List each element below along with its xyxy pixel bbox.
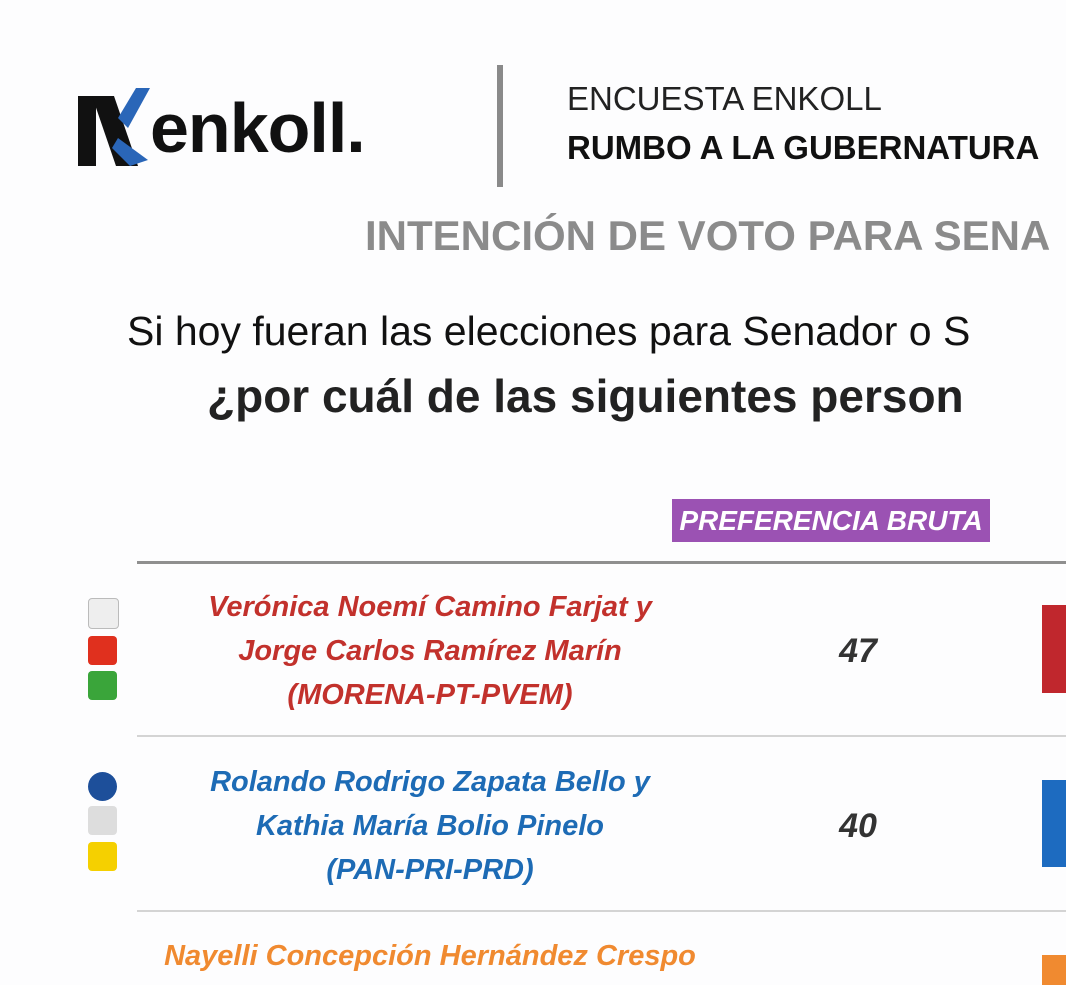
title: RUMBO A LA GUBERNATURA: [567, 129, 1040, 166]
row-divider: [137, 910, 1066, 912]
bar: [1042, 955, 1066, 985]
question: Si hoy fueran las elecciones para Senado…: [127, 308, 971, 354]
candidate-name: Kathia María Bolio Pinelo: [255, 810, 605, 842]
kicker: ENCUESTA ENKOLL: [567, 80, 882, 117]
candidate-name: Nayelli Concepción Hernández Crespo: [164, 940, 696, 972]
divider: [497, 65, 503, 187]
candidate-name: (PAN-PRI-PRD): [326, 854, 534, 886]
candidate-name: Rolando Rodrigo Zapata Bello y: [210, 766, 650, 798]
candidate-name: Verónica Noemí Camino Farjat y: [208, 591, 652, 623]
logo-text: enkoll.: [150, 89, 366, 167]
row-divider: [137, 735, 1066, 737]
party-icon: [88, 636, 117, 665]
table-rule: [137, 561, 1066, 564]
value: 47: [839, 632, 877, 670]
bar: [1042, 780, 1066, 867]
bar: [1042, 605, 1066, 693]
party-icon: [88, 806, 117, 835]
question: ¿por cuál de las siguientes person: [207, 370, 964, 422]
candidate-name: Jorge Carlos Ramírez Marín: [238, 635, 622, 667]
value: 40: [839, 807, 877, 845]
party-icon: [88, 598, 119, 629]
candidate-name: (MORENA-PT-PVEM): [287, 679, 573, 711]
logo-mark: [78, 88, 150, 166]
heading: INTENCIÓN DE VOTO PARA SENA: [365, 212, 1051, 259]
party-icon: [88, 772, 117, 801]
party-icon: [88, 671, 117, 700]
column-header: PREFERENCIA BRUTA: [672, 499, 990, 542]
party-icon: [88, 842, 117, 871]
